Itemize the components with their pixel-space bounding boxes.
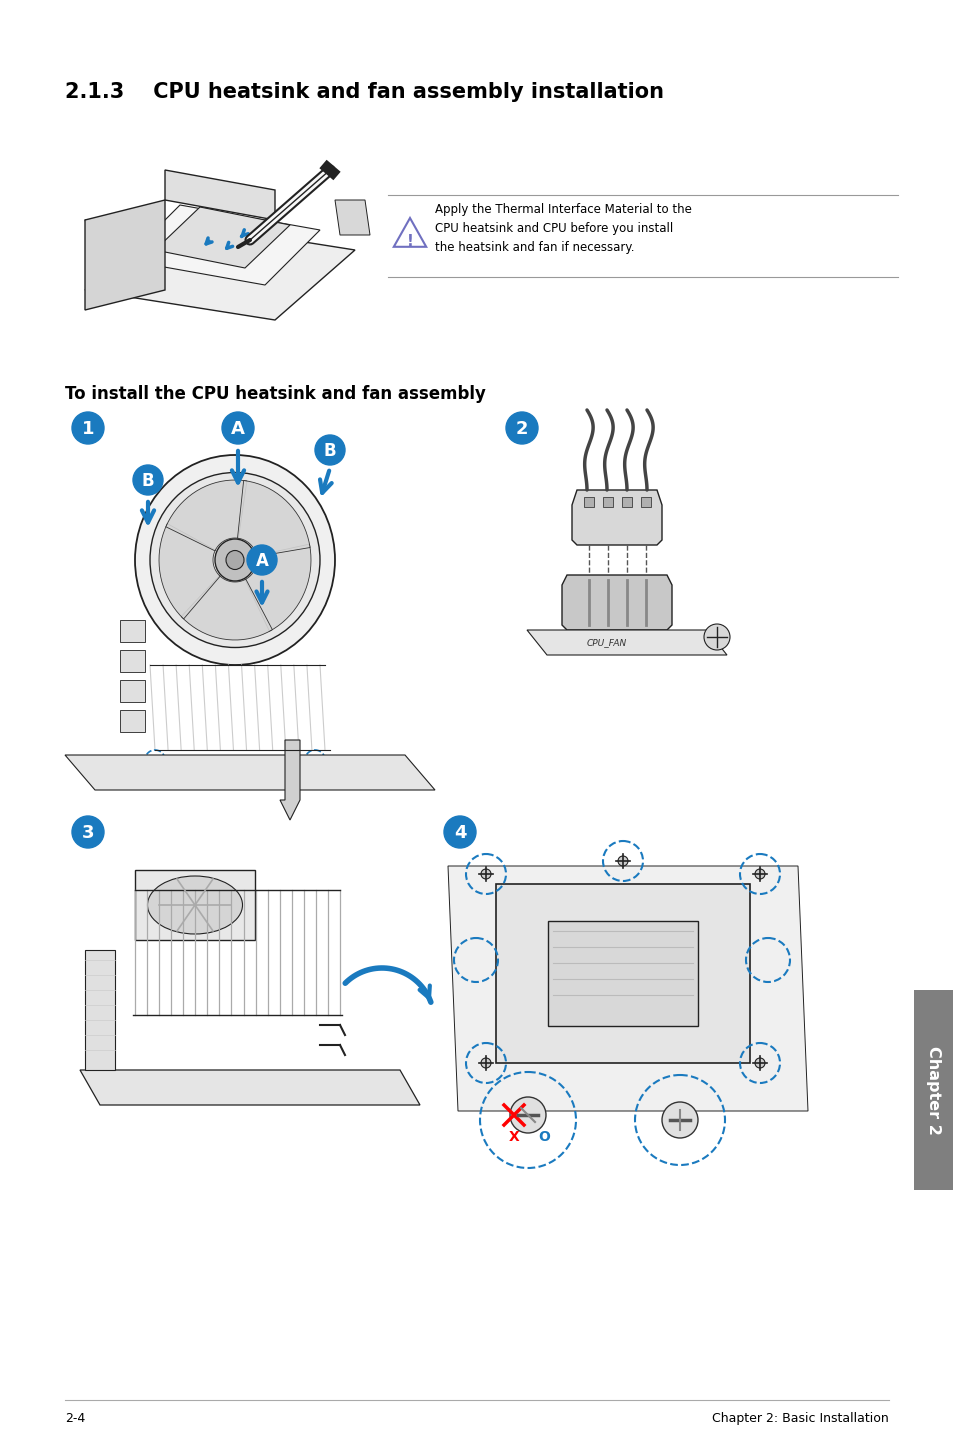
- Circle shape: [754, 869, 764, 879]
- Circle shape: [132, 464, 163, 495]
- Polygon shape: [394, 219, 426, 247]
- Circle shape: [480, 1058, 491, 1068]
- Circle shape: [71, 815, 104, 848]
- Text: CPU_FAN: CPU_FAN: [586, 638, 626, 647]
- Polygon shape: [135, 870, 254, 940]
- Ellipse shape: [150, 473, 319, 647]
- Circle shape: [618, 856, 627, 866]
- Text: A: A: [255, 552, 268, 569]
- Polygon shape: [583, 498, 594, 508]
- Circle shape: [314, 436, 345, 464]
- Polygon shape: [120, 620, 145, 641]
- Text: 2-4: 2-4: [65, 1412, 85, 1425]
- Text: 2.1.3    CPU heatsink and fan assembly installation: 2.1.3 CPU heatsink and fan assembly inst…: [65, 82, 663, 102]
- Polygon shape: [165, 170, 274, 220]
- Circle shape: [703, 624, 729, 650]
- Polygon shape: [166, 480, 247, 551]
- Text: A: A: [231, 420, 245, 437]
- Polygon shape: [65, 755, 435, 789]
- Circle shape: [754, 1058, 764, 1068]
- Polygon shape: [120, 650, 145, 672]
- Text: Chapter 2: Chapter 2: [925, 1045, 941, 1135]
- Text: X: X: [508, 1130, 518, 1145]
- Polygon shape: [80, 1070, 419, 1104]
- Polygon shape: [602, 498, 613, 508]
- Ellipse shape: [214, 539, 254, 581]
- Ellipse shape: [135, 454, 335, 664]
- Circle shape: [222, 413, 253, 444]
- Circle shape: [480, 869, 491, 879]
- Circle shape: [71, 413, 104, 444]
- Circle shape: [443, 815, 476, 848]
- Text: Apply the Thermal Interface Material to the
CPU heatsink and CPU before you inst: Apply the Thermal Interface Material to …: [435, 203, 691, 255]
- Text: B: B: [142, 472, 154, 489]
- FancyBboxPatch shape: [913, 989, 953, 1191]
- Polygon shape: [335, 200, 370, 234]
- Polygon shape: [85, 220, 355, 321]
- Ellipse shape: [148, 876, 242, 935]
- Polygon shape: [448, 866, 807, 1112]
- Text: 4: 4: [454, 824, 466, 841]
- Text: 1: 1: [82, 420, 94, 437]
- Text: !: !: [406, 234, 413, 250]
- Polygon shape: [120, 710, 145, 732]
- Polygon shape: [237, 480, 310, 557]
- Polygon shape: [85, 951, 115, 1070]
- Circle shape: [661, 1102, 698, 1137]
- Circle shape: [510, 1097, 545, 1133]
- Polygon shape: [561, 575, 671, 630]
- Text: Chapter 2: Basic Installation: Chapter 2: Basic Installation: [712, 1412, 888, 1425]
- FancyBboxPatch shape: [496, 884, 749, 1063]
- Circle shape: [247, 545, 276, 575]
- Polygon shape: [85, 200, 165, 311]
- Text: B: B: [323, 441, 336, 460]
- Polygon shape: [120, 680, 145, 702]
- Polygon shape: [572, 490, 661, 545]
- Polygon shape: [245, 544, 311, 631]
- Polygon shape: [526, 630, 726, 654]
- Text: 3: 3: [82, 824, 94, 841]
- Polygon shape: [154, 207, 290, 267]
- Polygon shape: [159, 523, 220, 618]
- Polygon shape: [125, 206, 319, 285]
- Polygon shape: [640, 498, 650, 508]
- Text: O: O: [537, 1130, 549, 1145]
- FancyBboxPatch shape: [547, 920, 698, 1025]
- Polygon shape: [621, 498, 631, 508]
- Circle shape: [505, 413, 537, 444]
- Polygon shape: [280, 741, 299, 820]
- Polygon shape: [181, 575, 273, 640]
- Text: 2: 2: [516, 420, 528, 437]
- Polygon shape: [85, 220, 125, 260]
- Ellipse shape: [226, 551, 244, 569]
- Text: To install the CPU heatsink and fan assembly: To install the CPU heatsink and fan asse…: [65, 385, 485, 403]
